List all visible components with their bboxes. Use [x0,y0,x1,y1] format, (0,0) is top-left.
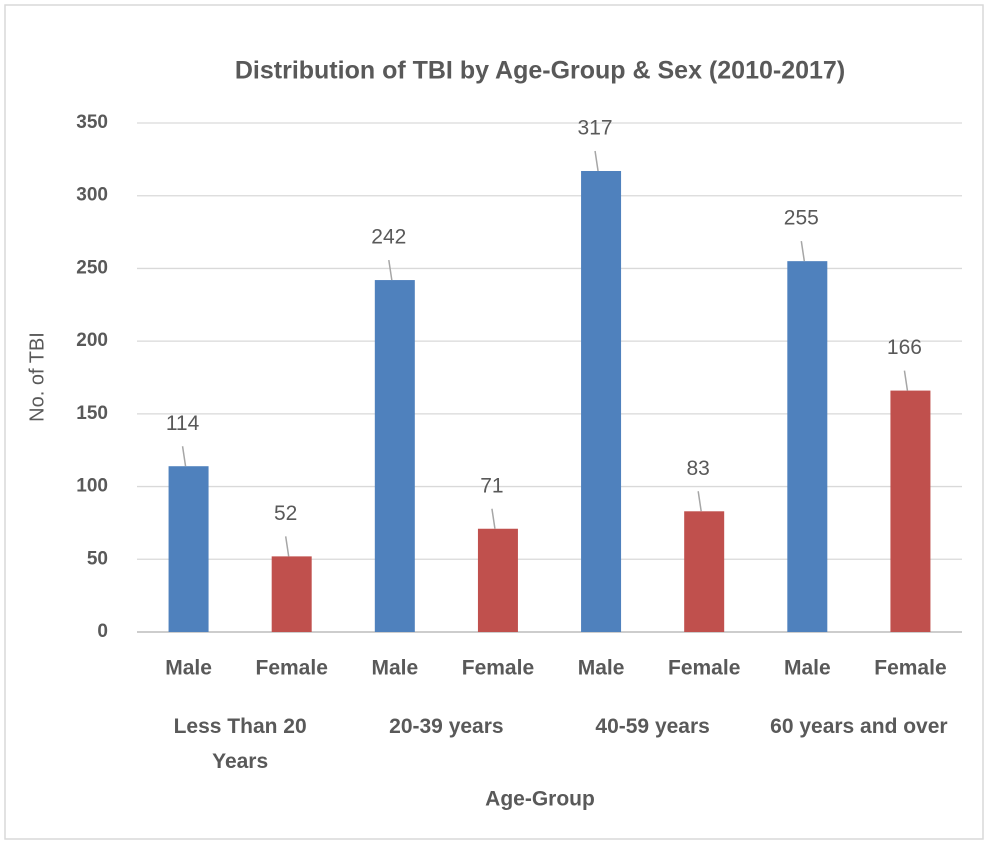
bar [271,556,312,632]
data-label: 242 [371,226,406,249]
x-tick-label: Female [256,657,328,680]
group-label: 20-39 years [389,715,504,738]
x-tick-label: Male [371,657,418,680]
x-tick-label: Female [462,657,534,680]
x-tick-label: Male [165,657,212,680]
x-tick-label: Male [784,657,831,680]
x-tick-label: Female [874,657,946,680]
group-label: 40-59 years [595,715,710,738]
y-tick-label: 200 [76,330,108,351]
data-label: 166 [887,336,922,359]
leader-line [800,241,806,262]
x-axis-title: Age-Group [485,788,595,811]
leader-line [491,508,496,529]
group-label: 60 years and over [770,715,948,738]
data-label: 83 [687,457,710,480]
leader-line [388,259,393,281]
y-tick-label: 50 [87,548,108,569]
data-label: 255 [784,207,819,230]
bar [890,390,931,632]
data-label: 71 [480,474,503,497]
x-tick-label: Male [578,657,625,680]
x-tick-label: Female [668,657,740,680]
y-tick-label: 0 [97,621,108,642]
leader-line [284,536,290,557]
leader-line [594,150,599,172]
bar [787,261,828,632]
y-tick-label: 250 [76,257,108,278]
leader-line [903,370,909,391]
bar [684,511,725,632]
data-label: 114 [166,412,200,435]
bar [477,528,518,632]
bar [581,170,622,632]
y-tick-label: 350 [76,112,108,133]
data-label: 317 [578,117,613,140]
bar [374,280,415,632]
y-tick-label: 100 [76,476,108,497]
leader-line [697,491,702,512]
bar [168,466,209,632]
y-axis-title: No. of TBI [26,332,48,422]
y-tick-label: 150 [76,403,108,424]
group-label: Less Than 20 Years [173,715,307,773]
chart-title: Distribution of TBI by Age-Group & Sex (… [235,57,845,85]
leader-line [181,446,187,467]
data-label: 52 [274,502,297,525]
y-tick-label: 300 [76,185,108,206]
